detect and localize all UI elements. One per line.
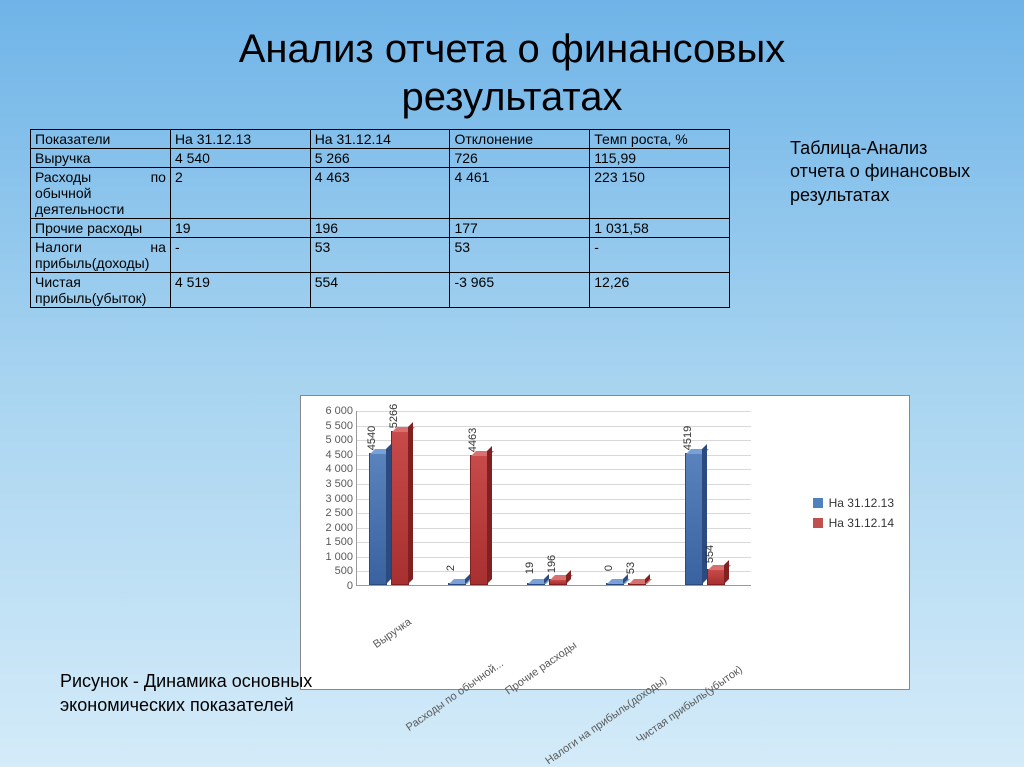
chart-ytick: 3 500 [325,478,353,490]
legend-label: На 31.12.13 [829,496,894,510]
chart-xtick: Прочие расходы [503,639,579,697]
chart-bar: 554 [707,569,725,585]
chart-ytick: 2 500 [325,507,353,519]
chart-xtick: Налоги на прибыль(доходы) [543,674,669,767]
chart-bar-label: 5266 [388,404,400,428]
table-cell: 726 [450,149,590,168]
chart-ytick: 6 000 [325,405,353,417]
chart-bar-label: 196 [546,555,558,573]
chart-ytick: 1 500 [325,536,353,548]
table-cell: 5 266 [310,149,450,168]
table-row: Выручка4 5405 266726115,99 [31,149,730,168]
chart-bar-label: 554 [704,545,716,563]
table-cell: 4 461 [450,168,590,219]
slide-title: Анализ отчета о финансовых результатах [0,0,1024,121]
legend-item: На 31.12.13 [813,496,894,510]
chart-bar: 5266 [391,431,409,585]
chart-ytick: 500 [335,565,353,577]
table-cell: Чистая прибыль(убыток) [31,273,171,308]
table-header-cell: На 31.12.13 [170,130,310,149]
table-cell: Расходы по обычной деятельности [31,168,171,219]
chart-bar: 4463 [470,455,488,585]
table-cell: 19 [170,219,310,238]
table-cell: -3 965 [450,273,590,308]
chart-bar-label: 19 [524,562,536,574]
table-cell: 4 463 [310,168,450,219]
title-line1: Анализ отчета о финансовых [239,27,786,71]
chart-bar-label: 4463 [467,428,479,452]
chart-xtick: Выручка [371,616,414,651]
chart-bar-label: 4519 [682,426,694,450]
chart-plot-area: 05001 0001 5002 0002 5003 0003 5004 0004… [356,411,751,586]
table-cell: 2 [170,168,310,219]
table-wrap: ПоказателиНа 31.12.13На 31.12.14Отклонен… [30,129,750,308]
chart-xtick: Расходы по обычной... [404,657,506,733]
table-cell: Выручка [31,149,171,168]
chart-bar: 0 [606,583,624,585]
table-cell: 196 [310,219,450,238]
table-cell: Налоги на прибыль(доходы) [31,238,171,273]
chart-ytick: 2 000 [325,522,353,534]
table-header-cell: Отклонение [450,130,590,149]
chart-ytick: 0 [347,580,353,592]
table-cell: Прочие расходы [31,219,171,238]
chart-bar-label: 53 [625,562,637,574]
table-header-cell: На 31.12.14 [310,130,450,149]
chart-bar-label: 0 [603,565,615,571]
chart-ytick: 5 000 [325,434,353,446]
table-row: Расходы по обычной деятельности24 4634 4… [31,168,730,219]
financial-table: ПоказателиНа 31.12.13На 31.12.14Отклонен… [30,129,730,308]
table-cell: - [590,238,730,273]
table-header-cell: Темп роста, % [590,130,730,149]
table-cell: 1 031,58 [590,219,730,238]
chart-bar: 2 [448,583,466,585]
chart-ytick: 4 000 [325,463,353,475]
table-cell: - [170,238,310,273]
chart-ytick: 4 500 [325,449,353,461]
table-caption: Таблица-Анализ отчета о финансовых резул… [750,129,980,308]
table-cell: 4 519 [170,273,310,308]
chart-bar: 4519 [685,453,703,585]
legend-item: На 31.12.14 [813,516,894,530]
figure-caption: Рисунок - Динамика основных экономически… [60,670,360,717]
table-cell: 53 [450,238,590,273]
table-cell: 4 540 [170,149,310,168]
table-row: Налоги на прибыль(доходы)-5353- [31,238,730,273]
chart-inner: 0 500 1 000 1 500 2 000 2 500 3 000 3 500 4 000 4… [301,396,909,689]
table-row: Прочие расходы191961771 031,58 [31,219,730,238]
table-cell: 177 [450,219,590,238]
table-cell: 554 [310,273,450,308]
table-cell: 53 [310,238,450,273]
title-line2: результатах [401,75,622,119]
legend-label: На 31.12.14 [829,516,894,530]
table-header-cell: Показатели [31,130,171,149]
chart-container: 0 500 1 000 1 500 2 000 2 500 3 000 3 500 4 000 4… [300,395,910,690]
legend-swatch [813,518,823,528]
legend-swatch [813,498,823,508]
table-cell: 12,26 [590,273,730,308]
chart-ytick: 1 000 [325,551,353,563]
table-cell: 223 150 [590,168,730,219]
chart-legend: На 31.12.13 На 31.12.14 [813,496,894,536]
table-cell: 115,99 [590,149,730,168]
table-row: Чистая прибыль(убыток)4 519554-3 96512,2… [31,273,730,308]
chart-bar: 4540 [369,453,387,585]
chart-ytick: 5 500 [325,420,353,432]
content-row: ПоказателиНа 31.12.13На 31.12.14Отклонен… [0,129,1024,308]
chart-bar-label: 4540 [366,425,378,449]
chart-bar-label: 2 [445,565,457,571]
chart-ytick: 3 000 [325,493,353,505]
chart-xtick: Чистая прибыль(убыток) [634,664,745,746]
chart-bar: 19 [527,583,545,585]
